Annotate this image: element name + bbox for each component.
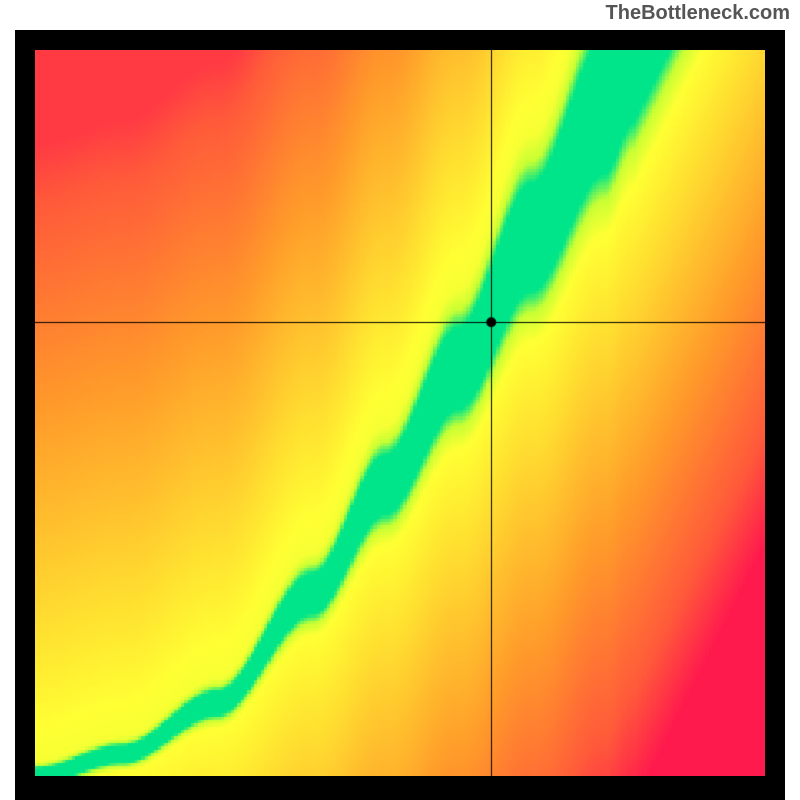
- crosshair-overlay: [35, 50, 765, 776]
- watermark-text: TheBottleneck.com: [606, 2, 790, 25]
- plot-outer-frame: [15, 30, 785, 800]
- heatmap-canvas-wrap: [35, 50, 765, 776]
